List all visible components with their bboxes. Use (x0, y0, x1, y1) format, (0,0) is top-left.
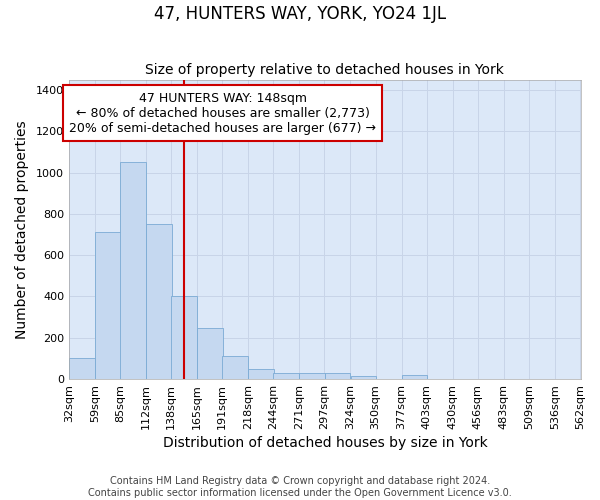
Bar (248, 368, 274, 379)
Bar (325, 374, 350, 379)
Bar (299, 373, 325, 379)
Bar (95, 232, 121, 379)
Text: 47 HUNTERS WAY: 148sqm
← 80% of detached houses are smaller (2,773)
20% of semi-: 47 HUNTERS WAY: 148sqm ← 80% of detached… (69, 92, 376, 134)
Bar (197, 328, 223, 379)
Bar (120, 162, 146, 379)
Bar (171, 296, 197, 379)
Bar (69, 358, 95, 379)
Bar (223, 356, 248, 379)
Title: Size of property relative to detached houses in York: Size of property relative to detached ho… (145, 63, 505, 77)
Text: 47, HUNTERS WAY, YORK, YO24 1JL: 47, HUNTERS WAY, YORK, YO24 1JL (154, 5, 446, 23)
Text: Contains HM Land Registry data © Crown copyright and database right 2024.
Contai: Contains HM Land Registry data © Crown c… (88, 476, 512, 498)
Bar (274, 374, 299, 379)
Bar (401, 375, 427, 379)
Bar (146, 224, 172, 379)
Bar (350, 376, 376, 379)
Y-axis label: Number of detached properties: Number of detached properties (15, 120, 29, 338)
X-axis label: Distribution of detached houses by size in York: Distribution of detached houses by size … (163, 436, 487, 450)
